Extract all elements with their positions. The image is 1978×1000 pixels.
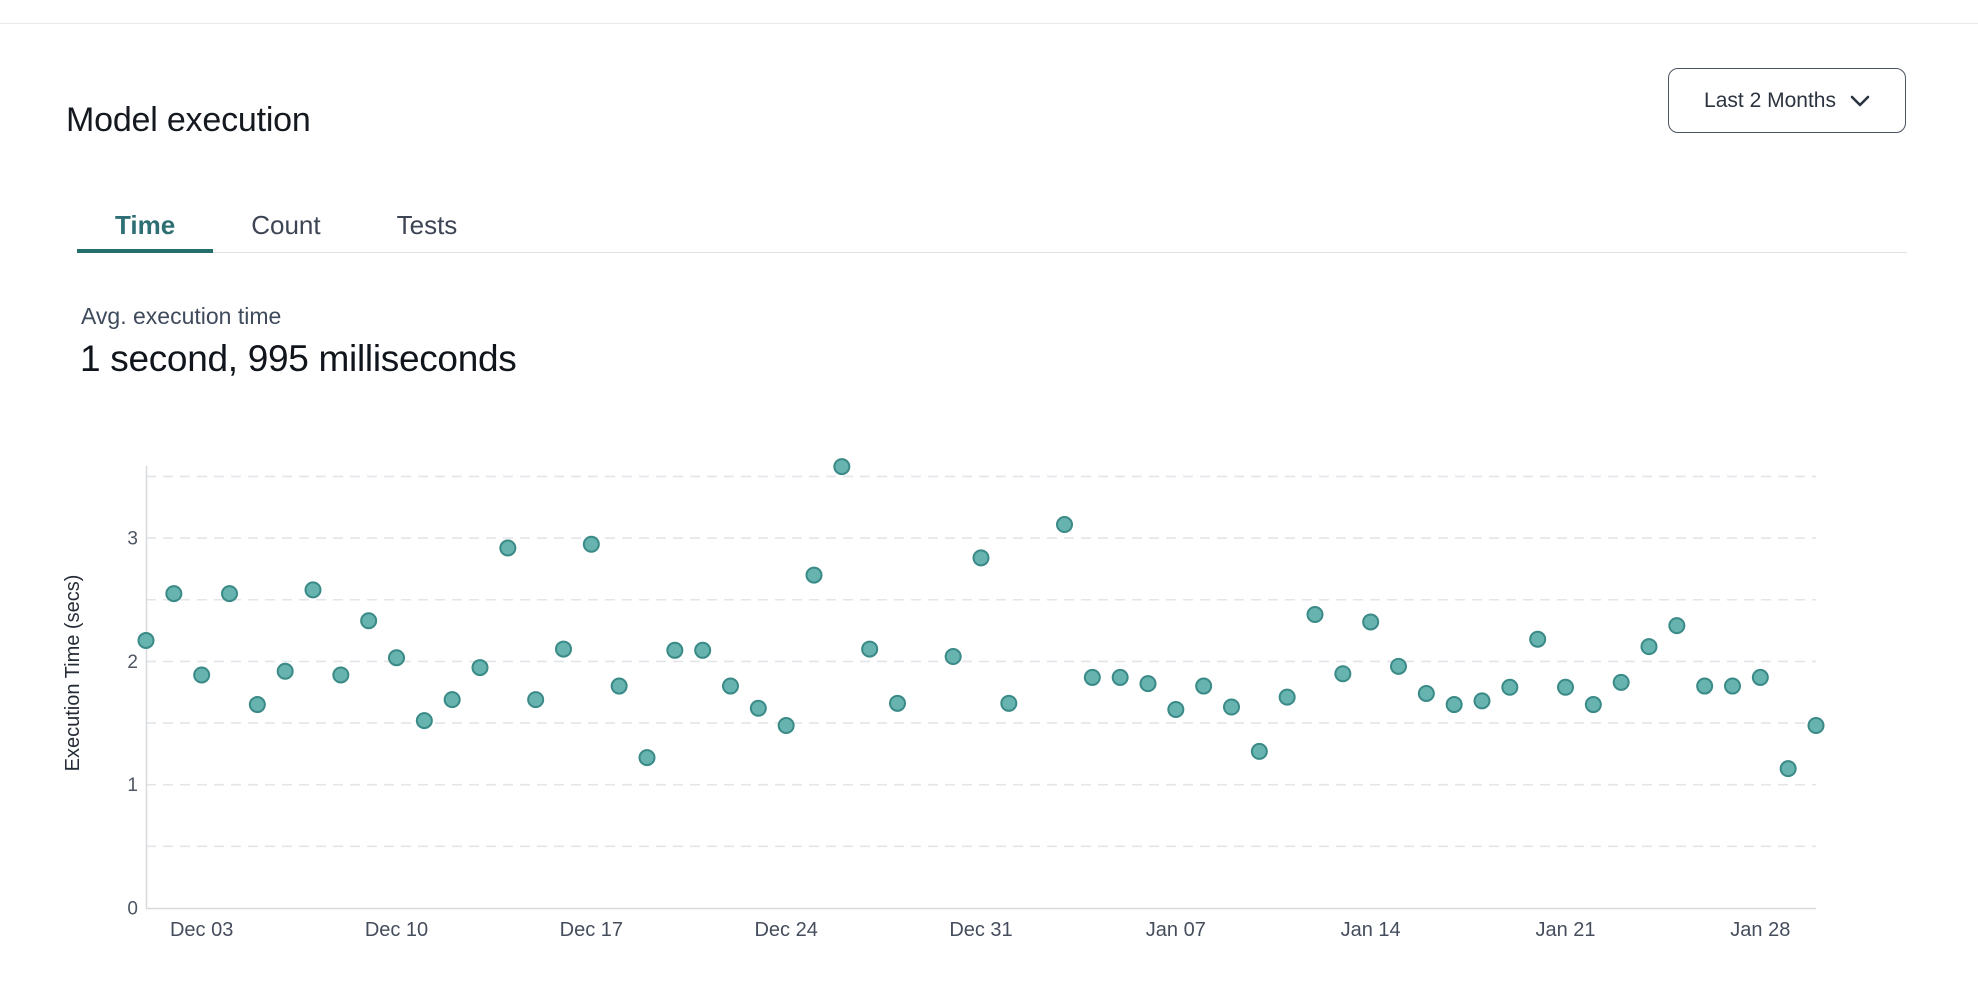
data-point [1167, 700, 1185, 718]
tab-count[interactable]: Count [213, 198, 358, 252]
x-tick-label: Dec 03 [170, 919, 233, 941]
data-point [638, 749, 656, 767]
data-point [137, 631, 155, 649]
data-point [360, 612, 378, 630]
x-tick-label: Dec 31 [949, 919, 1012, 941]
data-point [777, 717, 795, 735]
tab-time[interactable]: Time [77, 198, 214, 253]
data-point [1083, 668, 1101, 686]
y-tick-label: 1 [127, 775, 138, 796]
data-point [1362, 613, 1380, 631]
x-tick-label: Jan 14 [1341, 919, 1401, 941]
data-point [1306, 606, 1324, 624]
data-point [1250, 742, 1268, 760]
data-point [1111, 668, 1129, 686]
data-point [1390, 657, 1407, 675]
tab-bar: Time Count Tests [77, 198, 1907, 253]
tab-count-label: Count [251, 209, 321, 240]
data-point [582, 535, 600, 553]
data-point [889, 694, 906, 712]
data-point [276, 662, 294, 680]
data-point [833, 458, 851, 476]
data-point [1223, 698, 1240, 716]
x-tick-label: Dec 24 [754, 919, 817, 941]
data-point [471, 659, 489, 677]
tab-time-label: Time [115, 209, 176, 240]
chevron-down-icon [1850, 95, 1870, 107]
data-point [193, 666, 211, 684]
y-tick-label: 0 [127, 899, 138, 920]
data-point [805, 566, 823, 584]
data-point [1584, 696, 1602, 714]
date-range-button[interactable]: Last 2 Months [1668, 68, 1906, 133]
data-point [722, 677, 739, 695]
data-point [694, 641, 712, 659]
data-point [555, 640, 572, 658]
data-point [666, 641, 684, 659]
execution-time-scatter-chart: 0 1 2 3 Dec 03 Dec 10 Dec 17 Dec 24 Dec 31 Jan 07… [62, 458, 1825, 941]
y-tick-label: 3 [127, 529, 138, 550]
data-point [1417, 684, 1435, 702]
x-tick-label: Jan 21 [1535, 919, 1595, 941]
data-point [1501, 678, 1519, 696]
data-point [1278, 688, 1296, 706]
page-title: Model execution [66, 100, 311, 139]
tab-tests[interactable]: Tests [359, 198, 496, 252]
data-point [1640, 638, 1658, 656]
top-divider [0, 23, 1978, 24]
data-point [1473, 692, 1491, 710]
data-point [610, 677, 628, 695]
data-point [861, 640, 879, 658]
data-point [248, 696, 266, 714]
data-point [443, 691, 461, 709]
data-point [165, 585, 183, 603]
x-tick-label: Dec 17 [560, 919, 623, 941]
data-point [1334, 665, 1352, 683]
data-point [415, 712, 433, 730]
data-point [1668, 617, 1686, 635]
data-point [1696, 677, 1714, 695]
data-point [1807, 717, 1825, 735]
data-point [1445, 696, 1463, 714]
y-axis-title: Execution Time (secs) [62, 575, 84, 772]
data-point [1557, 678, 1574, 696]
data-point [527, 691, 545, 709]
x-tick-label: Dec 10 [365, 919, 428, 941]
data-point [1056, 516, 1073, 534]
data-point [1751, 668, 1769, 686]
data-point [1724, 677, 1741, 695]
data-point [499, 539, 517, 557]
data-point [1529, 630, 1547, 648]
data-point [1779, 760, 1797, 778]
data-point [972, 549, 990, 567]
data-point [221, 585, 238, 603]
date-range-label: Last 2 Months [1704, 88, 1836, 112]
y-tick-label: 2 [127, 652, 138, 673]
data-point [1195, 677, 1213, 695]
data-point [944, 647, 962, 665]
data-point [1139, 675, 1157, 693]
x-tick-label: Jan 28 [1730, 919, 1790, 941]
data-point [304, 581, 322, 599]
stat-label: Avg. execution time [81, 303, 282, 329]
data-point [332, 666, 350, 684]
data-point [388, 649, 405, 667]
x-tick-label: Jan 07 [1146, 919, 1206, 941]
tab-tests-label: Tests [396, 209, 458, 240]
data-point [749, 699, 767, 717]
data-point [1000, 694, 1018, 712]
stat-value: 1 second, 995 milliseconds [80, 338, 517, 379]
data-point [1612, 673, 1630, 691]
